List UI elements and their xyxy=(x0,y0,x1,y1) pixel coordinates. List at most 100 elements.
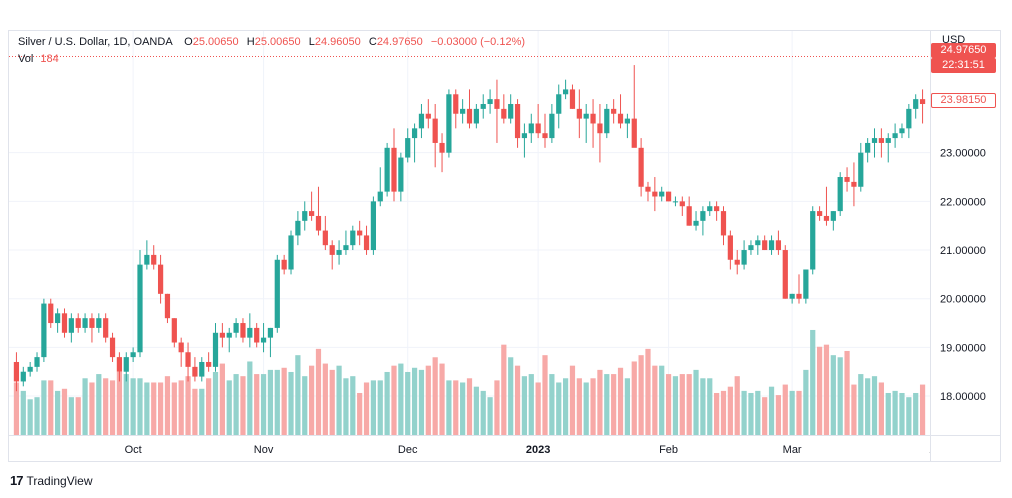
candle xyxy=(363,225,370,255)
candle xyxy=(556,84,562,129)
volume-bar xyxy=(240,376,246,435)
volume-bar xyxy=(720,390,727,435)
price-chart-plot[interactable] xyxy=(9,31,930,435)
candle-body xyxy=(583,113,589,119)
candle-body xyxy=(535,123,541,134)
volume-bar xyxy=(370,380,377,435)
candle xyxy=(878,128,884,158)
symbol-title[interactable]: Silver / U.S. Dollar, 1D, OANDA xyxy=(18,36,173,48)
volume-bar xyxy=(796,390,802,435)
candle xyxy=(226,327,232,353)
candle-body xyxy=(405,138,411,158)
tradingview-logo[interactable]: 17 TradingView xyxy=(10,473,93,488)
candle xyxy=(178,337,184,367)
time-axis[interactable]: OctNovDec2023FebMarAp xyxy=(9,436,930,461)
candle xyxy=(212,323,219,372)
volume-bar xyxy=(103,378,109,435)
candle-body xyxy=(913,99,919,109)
candle-body xyxy=(741,250,747,265)
volume-bar xyxy=(494,380,500,435)
candle xyxy=(762,235,768,251)
volume-bar xyxy=(631,361,637,435)
time-axis-separator xyxy=(9,435,1000,436)
price-tick-label: 18.00000 xyxy=(940,391,986,403)
candle-body xyxy=(686,206,692,226)
volume-bar xyxy=(322,363,328,435)
candle-body xyxy=(466,108,473,124)
candle xyxy=(460,99,466,124)
candle xyxy=(411,123,418,163)
volume-bar xyxy=(521,376,528,435)
volume-bars xyxy=(13,329,926,435)
volume-bar xyxy=(391,365,397,435)
candle-body xyxy=(89,318,95,328)
candle-body xyxy=(425,113,431,119)
candle xyxy=(164,293,171,324)
candle-body xyxy=(816,211,823,216)
candle-body xyxy=(707,206,713,212)
volume-bar xyxy=(109,380,116,435)
price-tick-label: 19.00000 xyxy=(940,342,986,354)
volume-bar xyxy=(748,392,754,435)
candle xyxy=(597,104,603,163)
candle xyxy=(473,104,479,129)
volume-bar xyxy=(714,392,720,435)
candle-body xyxy=(295,220,301,236)
low-value: 24.96050 xyxy=(314,36,361,48)
volume-bar xyxy=(549,374,555,435)
volume-bar xyxy=(460,382,466,435)
candle xyxy=(350,225,356,251)
volume-bar xyxy=(686,374,692,435)
candle xyxy=(617,94,624,129)
candle-body xyxy=(171,318,177,343)
candle-body xyxy=(624,118,630,124)
candle xyxy=(377,167,383,207)
candle xyxy=(851,162,857,207)
candle-body xyxy=(823,215,830,221)
volume-bar xyxy=(27,399,33,435)
candle xyxy=(254,323,260,348)
candle xyxy=(549,104,555,143)
volume-bar xyxy=(810,329,816,435)
candle xyxy=(260,323,267,353)
candle xyxy=(480,94,486,119)
close-value: 24.97650 xyxy=(376,36,423,48)
candle xyxy=(233,318,239,338)
price-tick-label: 22.00000 xyxy=(940,196,986,208)
candle-body xyxy=(659,191,665,197)
candle xyxy=(487,89,493,114)
candle xyxy=(803,269,809,304)
volume-bar xyxy=(157,382,164,435)
candle xyxy=(34,352,40,372)
volume-bar xyxy=(281,367,287,435)
open-value: 25.00650 xyxy=(192,36,239,48)
candle xyxy=(247,313,253,348)
candle xyxy=(700,206,706,236)
volume-bar xyxy=(34,397,40,435)
volume-bar xyxy=(899,392,905,435)
candle xyxy=(343,230,349,255)
candle xyxy=(508,94,514,124)
candle xyxy=(41,298,47,362)
volume-bar xyxy=(679,374,685,435)
candle-body xyxy=(212,332,219,367)
volume-bar xyxy=(329,369,335,435)
candle-body xyxy=(775,240,782,251)
chart-frame xyxy=(8,30,1001,462)
candle xyxy=(446,89,452,158)
candle xyxy=(638,138,644,197)
candle-body xyxy=(116,357,123,372)
price-axis[interactable]: 18.00000 19.00000 20.00000 21.00000 22.00000… xyxy=(931,31,1001,435)
candle-body xyxy=(260,337,267,343)
candle xyxy=(144,240,150,270)
price-tick-label: 21.00000 xyxy=(940,245,986,257)
volume-bar xyxy=(164,376,171,435)
candle xyxy=(68,313,74,343)
candle-body xyxy=(521,133,528,139)
candle-body xyxy=(837,177,843,212)
volume-bar xyxy=(700,378,706,435)
volume-bar xyxy=(89,382,95,435)
volume-bar xyxy=(734,376,740,435)
candle xyxy=(309,191,315,221)
candle-body xyxy=(103,318,109,338)
